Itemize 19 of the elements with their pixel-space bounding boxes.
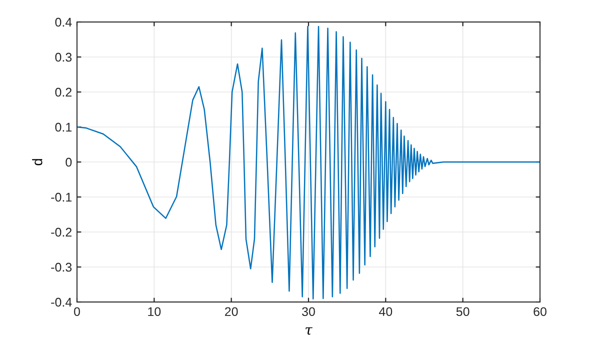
y-tick-label: 0.1 <box>55 122 72 132</box>
x-tick-label: 40 <box>379 307 392 316</box>
y-tick-label: -0.4 <box>51 298 72 307</box>
y-tick-label: -0.3 <box>51 262 72 272</box>
y-tick-label: 0.4 <box>55 18 72 27</box>
x-tick-label: 10 <box>148 307 161 316</box>
x-tick-label: 30 <box>302 307 315 316</box>
y-tick-label: -0.1 <box>51 192 72 202</box>
line-series <box>77 26 540 300</box>
y-tick-label: 0.2 <box>55 88 72 97</box>
y-tick-label: 0.3 <box>55 52 72 62</box>
x-tick-label: 60 <box>534 307 546 316</box>
y-tick-label: 0 <box>66 158 72 167</box>
y-axis-title: d <box>32 159 42 166</box>
x-tick-label: 50 <box>456 307 470 316</box>
y-tick-label: -0.2 <box>51 228 72 237</box>
x-axis-title: τ <box>306 327 313 335</box>
x-tick-label: 20 <box>225 307 238 316</box>
x-tick-label: 0 <box>74 307 80 316</box>
